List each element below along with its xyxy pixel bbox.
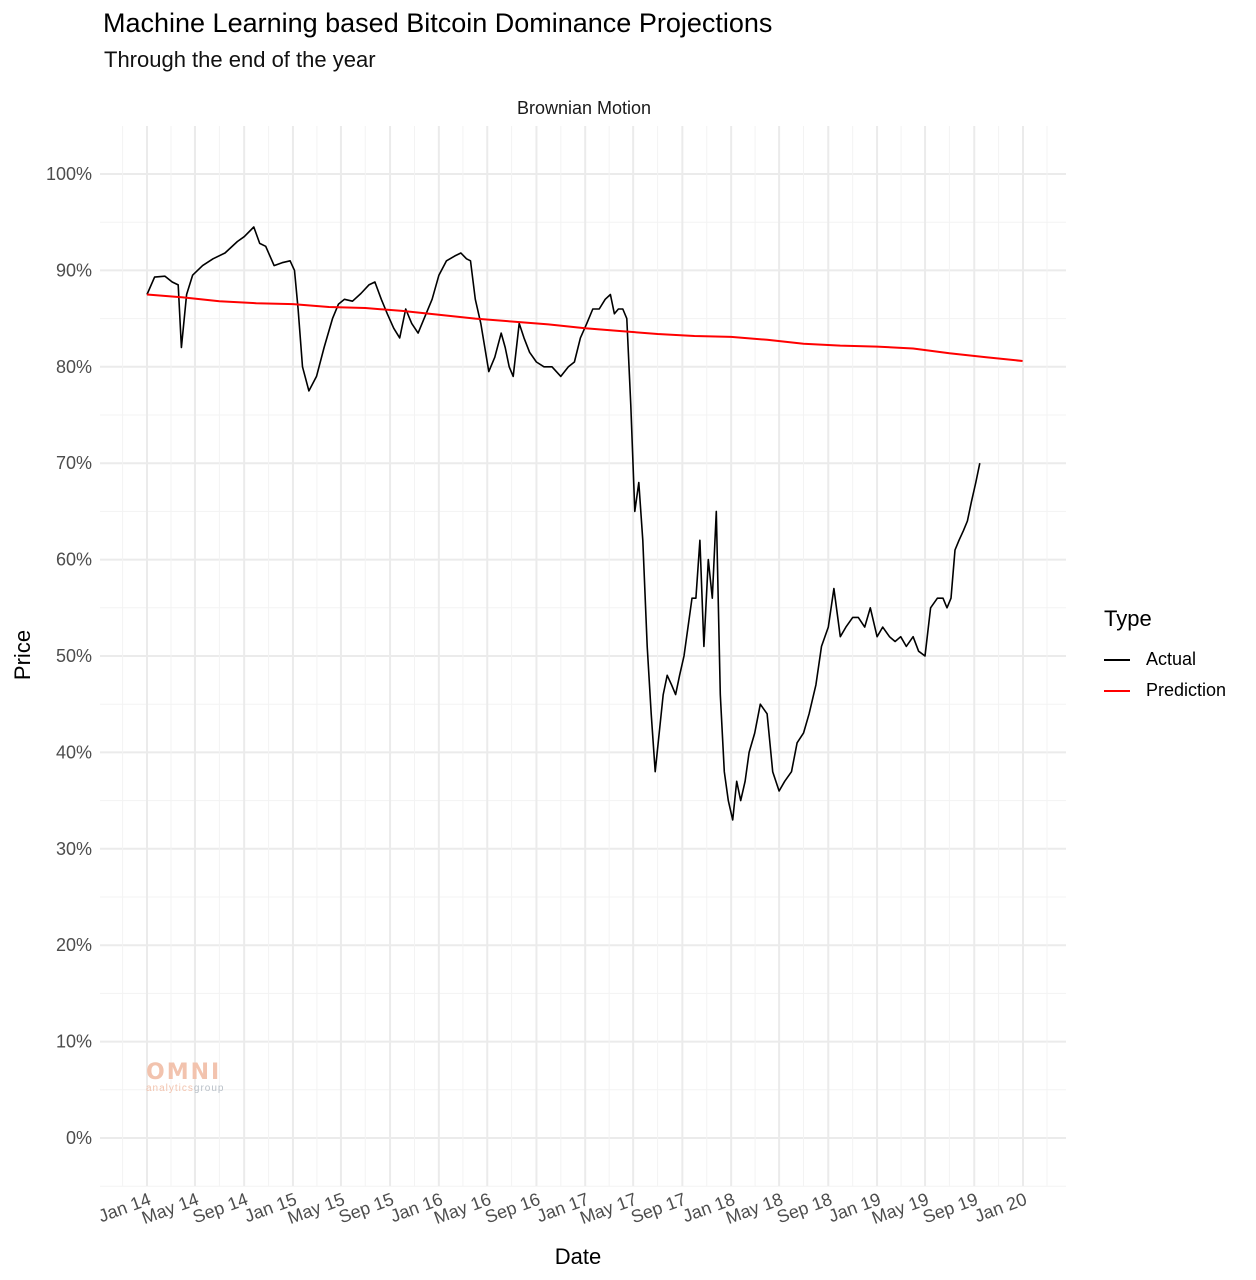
legend-title: Type [1104,606,1152,631]
chart-subtitle: Through the end of the year [104,47,376,72]
y-tick-label: 90% [56,260,92,280]
grid-lines [100,126,1066,1187]
series-layer [146,226,1023,821]
y-axis-title: Price [10,630,35,680]
series-line-prediction [146,293,1023,362]
legend-key-actual [1104,658,1130,661]
y-tick-label: 80% [56,357,92,377]
x-tick-label: Jan 20 [972,1189,1030,1226]
y-tick-label: 100% [46,164,92,184]
legend: Type Actual Prediction [1104,606,1226,706]
omni-analytics-logo: OMNI analyticsgroup [146,1060,225,1095]
y-tick-label: 60% [56,550,92,570]
series-line-actual [146,226,981,821]
y-tick-label: 70% [56,453,92,473]
facet-strip-label: Brownian Motion [517,98,651,118]
legend-item-prediction: Prediction [1104,675,1226,706]
y-axis-ticks: 0% 10% 20% 30% 40% 50% 60% 70% 80% 90% 100% [46,164,92,1148]
legend-key-prediction [1104,689,1130,692]
x-axis-title: Date [555,1244,601,1269]
legend-label-actual: Actual [1146,649,1197,669]
y-tick-label: 10% [56,1032,92,1052]
y-tick-label: 0% [66,1128,92,1148]
legend-item-actual: Actual [1104,644,1226,675]
y-tick-label: 50% [56,646,92,666]
y-tick-label: 40% [56,742,92,762]
y-tick-label: 30% [56,839,92,859]
chart-title: Machine Learning based Bitcoin Dominance… [103,8,773,38]
legend-label-prediction: Prediction [1146,680,1227,700]
y-tick-label: 20% [56,935,92,955]
